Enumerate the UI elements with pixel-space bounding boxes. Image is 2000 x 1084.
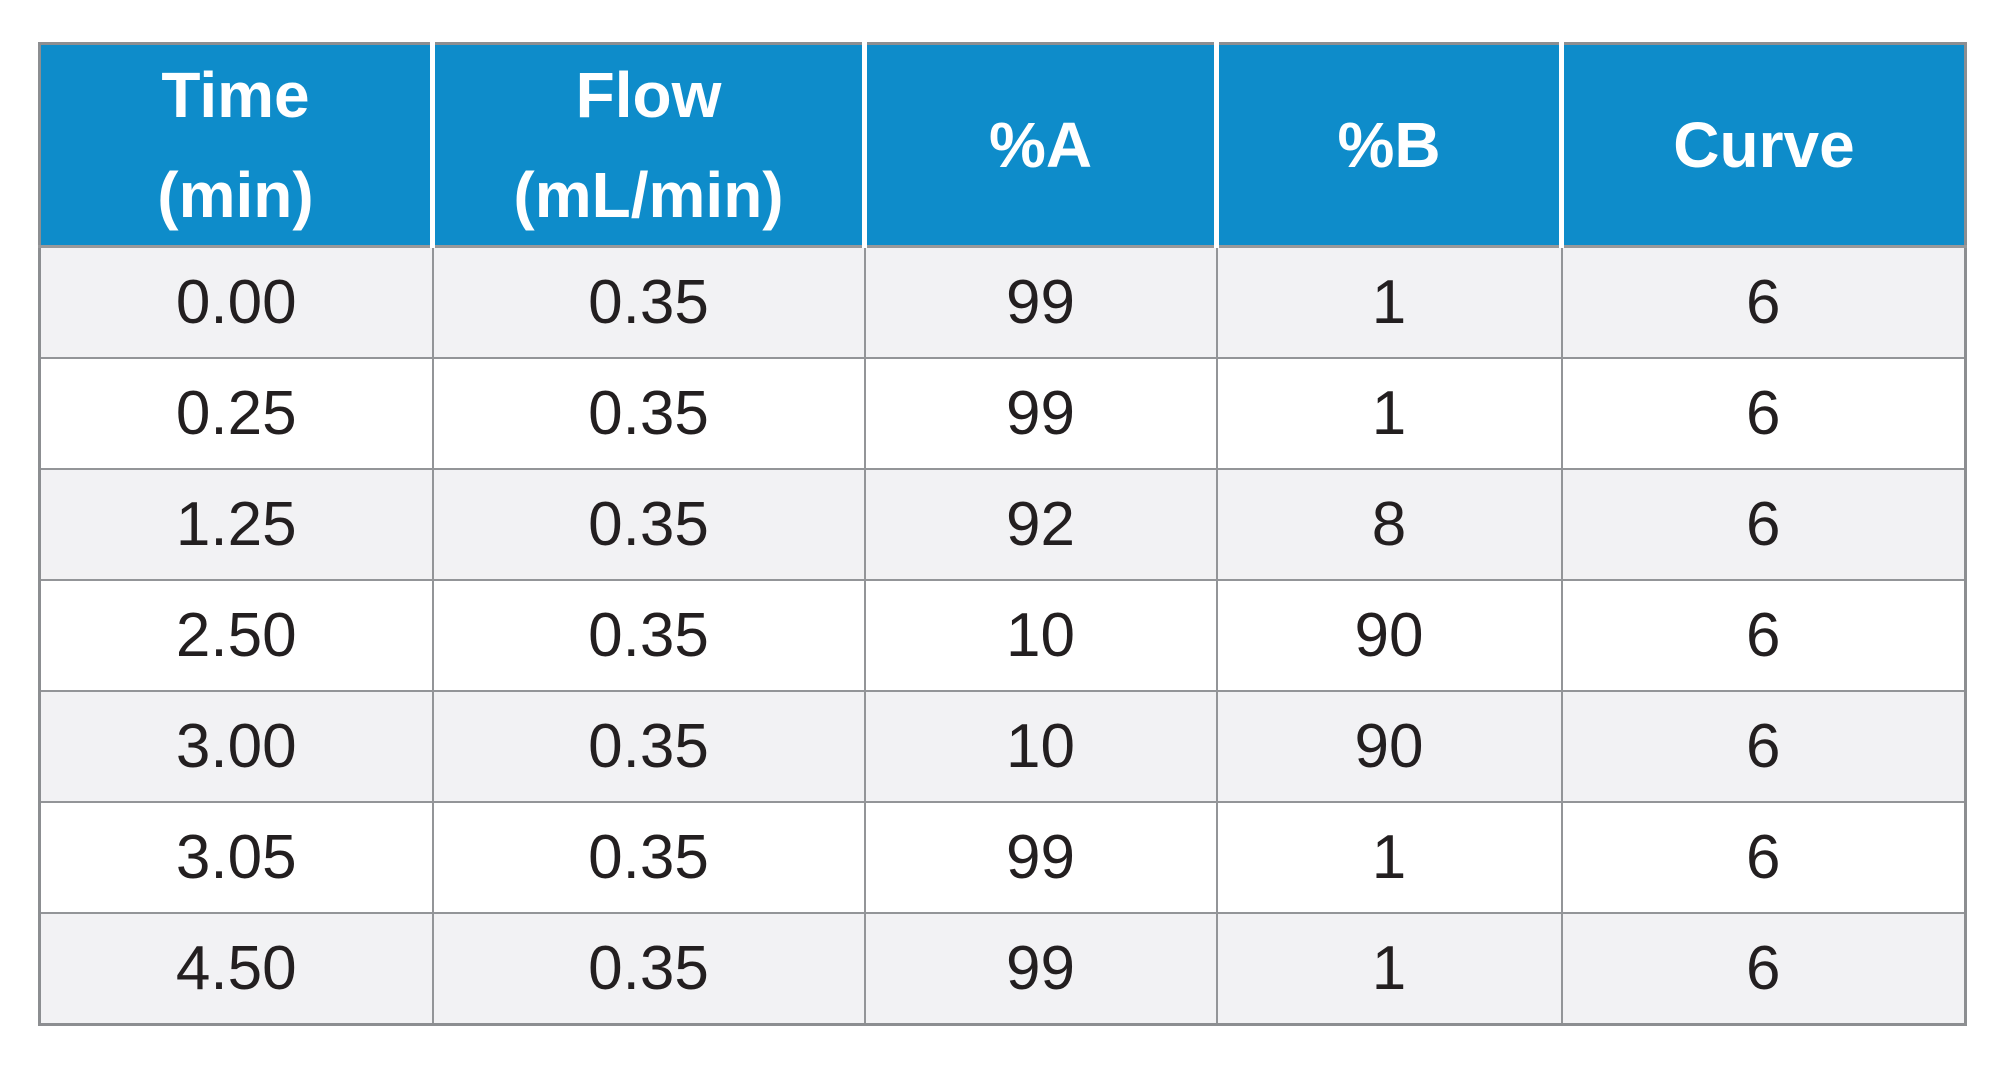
table-cell: 6 [1560, 357, 1967, 470]
table-cell: 0.35 [431, 690, 866, 803]
column-header-pct-a: %A [862, 43, 1217, 248]
table-cell: 3.00 [38, 690, 434, 803]
table-cell: 3.05 [38, 801, 434, 914]
table-row: 0.25 0.35 99 1 6 [38, 357, 1967, 470]
table-cell: 0.35 [431, 801, 866, 914]
table-cell: 1 [1215, 357, 1563, 470]
column-header-time: Time (min) [39, 43, 433, 248]
table-row: 3.05 0.35 99 1 6 [38, 801, 1967, 914]
table-cell: 0.00 [38, 245, 434, 359]
table-cell: 0.35 [431, 245, 866, 359]
table-cell: 6 [1560, 801, 1967, 914]
table-row: 0.00 0.35 99 1 6 [38, 245, 1967, 359]
table-cell: 0.25 [38, 357, 434, 470]
table-cell: 99 [863, 801, 1218, 914]
table-cell: 0.35 [431, 357, 866, 470]
table-cell: 6 [1560, 690, 1967, 803]
table-cell: 0.35 [431, 468, 866, 581]
column-header-pct-b: %B [1214, 43, 1562, 248]
table-cell: 1 [1215, 801, 1563, 914]
table-cell: 8 [1215, 468, 1563, 581]
table-body: 0.00 0.35 99 1 6 0.25 0.35 99 1 6 1.25 0… [38, 245, 1967, 1026]
table-row: 2.50 0.35 10 90 6 [38, 579, 1967, 692]
table-cell: 4.50 [38, 912, 434, 1026]
table-header-row: Time (min) Flow (mL/min) %A %B Curve [39, 43, 1966, 248]
table-cell: 0.35 [431, 579, 866, 692]
table-cell: 99 [863, 245, 1218, 359]
table-cell: 6 [1560, 468, 1967, 581]
table-cell: 2.50 [38, 579, 434, 692]
gradient-table: Time (min) Flow (mL/min) %A %B Curve 0.0… [38, 42, 1967, 1026]
table-row: 1.25 0.35 92 8 6 [38, 468, 1967, 581]
table-cell: 1 [1215, 245, 1563, 359]
column-header-flow: Flow (mL/min) [430, 43, 865, 248]
gradient-table-container: Time (min) Flow (mL/min) %A %B Curve 0.0… [38, 42, 1967, 1026]
table-row: 4.50 0.35 99 1 6 [38, 912, 1967, 1026]
table-cell: 10 [863, 579, 1218, 692]
table-cell: 6 [1560, 245, 1967, 359]
table-cell: 92 [863, 468, 1218, 581]
table-cell: 6 [1560, 912, 1967, 1026]
column-header-curve: Curve [1559, 43, 1966, 248]
table-row: 3.00 0.35 10 90 6 [38, 690, 1967, 803]
table-cell: 0.35 [431, 912, 866, 1026]
table-cell: 6 [1560, 579, 1967, 692]
table-cell: 99 [863, 357, 1218, 470]
table-cell: 90 [1215, 690, 1563, 803]
table-cell: 99 [863, 912, 1218, 1026]
table-cell: 1 [1215, 912, 1563, 1026]
table-cell: 1.25 [38, 468, 434, 581]
table-cell: 90 [1215, 579, 1563, 692]
table-cell: 10 [863, 690, 1218, 803]
